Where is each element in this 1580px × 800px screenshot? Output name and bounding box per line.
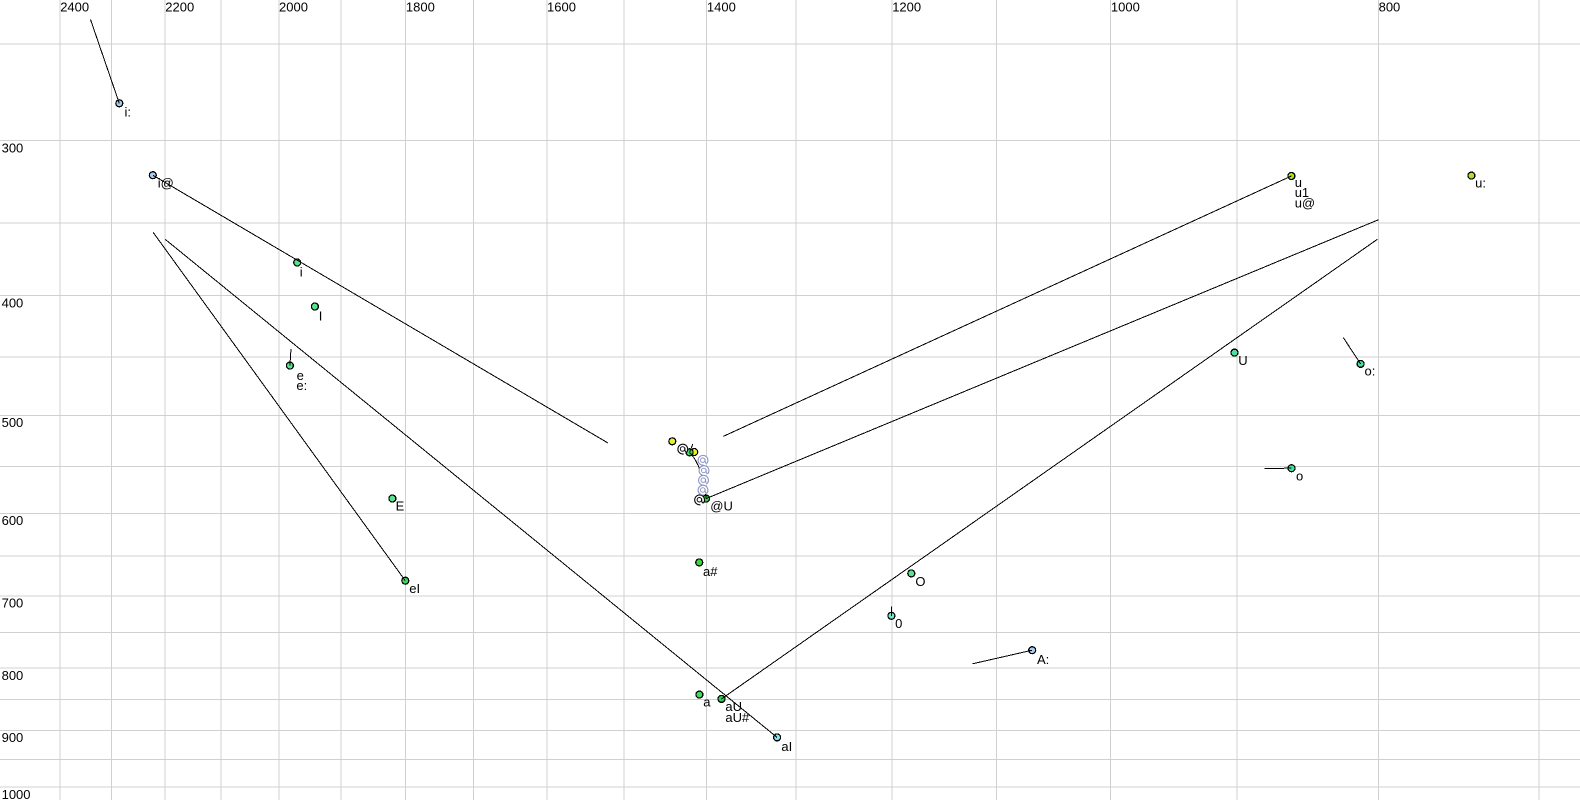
svg-text:800: 800 — [1379, 0, 1401, 15]
svg-text:e:: e: — [296, 378, 307, 393]
svg-text:700: 700 — [2, 596, 24, 611]
svg-text:aU: aU — [725, 699, 742, 714]
svg-text:u@: u@ — [1295, 196, 1315, 211]
svg-text:u1: u1 — [1295, 185, 1309, 200]
svg-text:e: e — [297, 368, 304, 383]
svg-text:a#: a# — [703, 564, 718, 579]
svg-text:2200: 2200 — [165, 0, 194, 15]
svg-text:1600: 1600 — [547, 0, 576, 15]
svg-text:1000: 1000 — [1111, 0, 1140, 15]
svg-text:900: 900 — [2, 730, 24, 745]
svg-text:400: 400 — [2, 296, 24, 311]
svg-text:300: 300 — [2, 140, 24, 155]
svg-text:o: o — [1296, 469, 1303, 484]
svg-text:1000: 1000 — [2, 787, 31, 800]
svg-text:500: 500 — [2, 415, 24, 430]
svg-text:800: 800 — [2, 668, 24, 683]
svg-text:E: E — [396, 498, 405, 513]
svg-text:i@: i@ — [158, 175, 174, 190]
svg-text:2400: 2400 — [60, 0, 89, 15]
svg-text:eI: eI — [409, 581, 420, 596]
svg-text:600: 600 — [2, 513, 24, 528]
svg-text:A:: A: — [1037, 652, 1049, 667]
svg-text:1400: 1400 — [707, 0, 736, 15]
svg-text:u:: u: — [1475, 175, 1486, 190]
svg-text:u: u — [1295, 175, 1302, 190]
svg-text:I: I — [319, 308, 323, 323]
svg-text:a: a — [703, 695, 711, 710]
svg-text:i: i — [300, 265, 303, 280]
svg-text:aI: aI — [781, 739, 792, 754]
svg-text:1800: 1800 — [406, 0, 435, 15]
svg-text:U: U — [1238, 353, 1247, 368]
svg-text:@U: @U — [710, 499, 733, 514]
svg-text:aU#: aU# — [725, 710, 750, 725]
svg-text:1200: 1200 — [892, 0, 921, 15]
svg-text:i:: i: — [125, 105, 132, 120]
svg-text:o:: o: — [1365, 363, 1376, 378]
svg-text:O: O — [915, 574, 925, 589]
svg-text:0: 0 — [895, 616, 902, 631]
svg-text:2000: 2000 — [279, 0, 308, 15]
